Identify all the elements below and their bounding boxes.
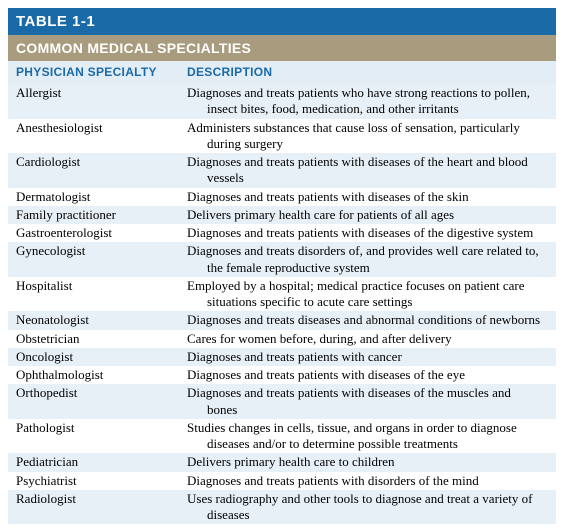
table-row: OphthalmologistDiagnoses and treats pati… xyxy=(8,366,556,384)
specialty-cell: Pediatrician xyxy=(8,453,179,471)
specialty-cell: Cardiologist xyxy=(8,153,179,188)
table-row: PsychiatristDiagnoses and treats patient… xyxy=(8,472,556,490)
description-cell: Diagnoses and treats patients with disea… xyxy=(179,153,556,188)
specialty-cell: Ophthalmologist xyxy=(8,366,179,384)
table-row: RadiologistUses radiography and other to… xyxy=(8,490,556,525)
specialty-cell: Psychiatrist xyxy=(8,472,179,490)
description-cell: Delivers primary health care for patient… xyxy=(179,206,556,224)
table-row: AllergistDiagnoses and treats patients w… xyxy=(8,84,556,119)
description-continuation: the female reproductive system xyxy=(187,260,548,276)
description-cell: Diagnoses and treats disorders of, and p… xyxy=(179,242,556,277)
table-row: NeonatologistDiagnoses and treats diseas… xyxy=(8,311,556,329)
specialty-cell: Orthopedist xyxy=(8,384,179,419)
specialty-cell: Anesthesiologist xyxy=(8,119,179,154)
description-continuation: situations specific to acute care settin… xyxy=(187,294,548,310)
description-continuation: diseases and/or to determine possible tr… xyxy=(187,436,548,452)
description-cell: Diagnoses and treats patients with disea… xyxy=(179,366,556,384)
description-cell: Uses radiography and other tools to diag… xyxy=(179,490,556,525)
specialty-cell: Gynecologist xyxy=(8,242,179,277)
description-cell: Diagnoses and treats patients with disea… xyxy=(179,224,556,242)
table-row: PediatricianDelivers primary health care… xyxy=(8,453,556,471)
specialty-cell: Family practitioner xyxy=(8,206,179,224)
specialty-cell: Obstetrician xyxy=(8,330,179,348)
description-cell: Diagnoses and treats patients who have s… xyxy=(179,84,556,119)
specialty-table: PHYSICIAN SPECIALTY DESCRIPTION Allergis… xyxy=(8,61,556,524)
col-header-description: DESCRIPTION xyxy=(179,61,556,84)
description-continuation: bones xyxy=(187,402,548,418)
description-cell: Diagnoses and treats diseases and abnorm… xyxy=(179,311,556,329)
description-cell: Diagnoses and treats patients with cance… xyxy=(179,348,556,366)
table-row: PathologistStudies changes in cells, tis… xyxy=(8,419,556,454)
description-cell: Cares for women before, during, and afte… xyxy=(179,330,556,348)
table-row: ObstetricianCares for women before, duri… xyxy=(8,330,556,348)
description-cell: Diagnoses and treats patients with disea… xyxy=(179,188,556,206)
specialty-cell: Gastroenterologist xyxy=(8,224,179,242)
specialty-cell: Radiologist xyxy=(8,490,179,525)
table-row: AnesthesiologistAdministers substances t… xyxy=(8,119,556,154)
description-cell: Diagnoses and treats patients with disea… xyxy=(179,384,556,419)
col-header-specialty: PHYSICIAN SPECIALTY xyxy=(8,61,179,84)
specialty-cell: Hospitalist xyxy=(8,277,179,312)
description-continuation: vessels xyxy=(187,170,548,186)
description-cell: Administers substances that cause loss o… xyxy=(179,119,556,154)
table-subhead: COMMON MEDICAL SPECIALTIES xyxy=(8,35,556,61)
description-cell: Delivers primary health care to children xyxy=(179,453,556,471)
description-continuation: during surgery xyxy=(187,136,548,152)
specialty-cell: Allergist xyxy=(8,84,179,119)
description-cell: Employed by a hospital; medical practice… xyxy=(179,277,556,312)
description-continuation: insect bites, food, medication, and othe… xyxy=(187,101,548,117)
description-cell: Studies changes in cells, tissue, and or… xyxy=(179,419,556,454)
table-row: GastroenterologistDiagnoses and treats p… xyxy=(8,224,556,242)
table-row: DermatologistDiagnoses and treats patien… xyxy=(8,188,556,206)
table-row: GynecologistDiagnoses and treats disorde… xyxy=(8,242,556,277)
table-row: OncologistDiagnoses and treats patients … xyxy=(8,348,556,366)
table-row: CardiologistDiagnoses and treats patient… xyxy=(8,153,556,188)
specialty-cell: Oncologist xyxy=(8,348,179,366)
column-header-row: PHYSICIAN SPECIALTY DESCRIPTION xyxy=(8,61,556,84)
table-row: OrthopedistDiagnoses and treats patients… xyxy=(8,384,556,419)
description-cell: Diagnoses and treats patients with disor… xyxy=(179,472,556,490)
specialty-cell: Dermatologist xyxy=(8,188,179,206)
table-row: HospitalistEmployed by a hospital; medic… xyxy=(8,277,556,312)
table-title: TABLE 1-1 xyxy=(8,8,556,35)
table-row: Family practitionerDelivers primary heal… xyxy=(8,206,556,224)
specialty-cell: Neonatologist xyxy=(8,311,179,329)
specialty-cell: Pathologist xyxy=(8,419,179,454)
medical-specialties-table: TABLE 1-1 COMMON MEDICAL SPECIALTIES PHY… xyxy=(8,8,556,524)
